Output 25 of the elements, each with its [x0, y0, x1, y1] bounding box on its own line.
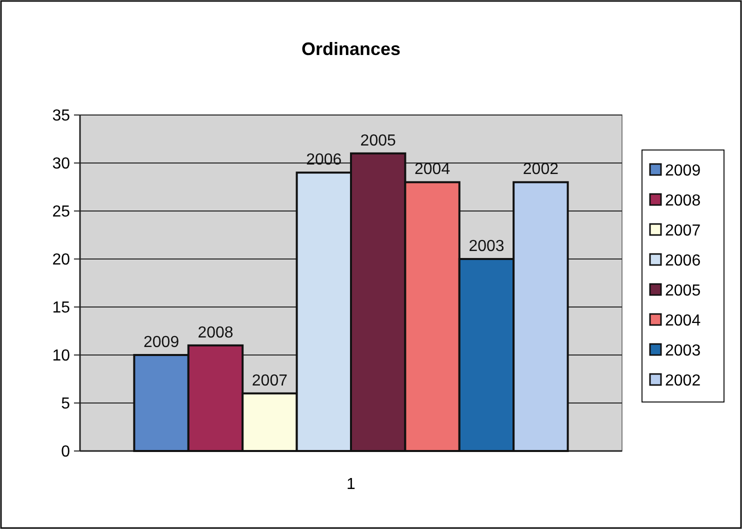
y-tick-label: 25 — [52, 204, 70, 221]
text: 2007 — [252, 372, 288, 390]
legend-label: 2007 — [665, 222, 701, 240]
text: 2002 — [522, 161, 558, 178]
y-tick-label: 20 — [52, 252, 70, 269]
legend-label: 2005 — [665, 282, 701, 300]
y-tick-label: 10 — [52, 348, 70, 365]
legend-label: 2004 — [665, 312, 701, 330]
text: 2003 — [468, 238, 504, 255]
text: 2008 — [198, 324, 234, 342]
legend-label: 2008 — [665, 192, 701, 210]
legend-label: 2002 — [665, 372, 701, 390]
y-tick-label: 35 — [52, 108, 70, 125]
text: 2009 — [144, 334, 180, 351]
y-tick-label: 30 — [52, 156, 70, 173]
text: 2004 — [414, 161, 450, 178]
legend-label: 2009 — [665, 162, 701, 180]
legend-label: 2006 — [665, 252, 701, 270]
chart-title: Ordinances — [301, 39, 401, 59]
y-tick-label: 15 — [52, 300, 70, 317]
text: 2005 — [360, 132, 396, 150]
y-tick-label: 5 — [61, 396, 70, 413]
legend-label: 2003 — [665, 342, 701, 360]
x-tick-label: 1 — [346, 476, 356, 493]
y-tick-label: 0 — [61, 444, 70, 461]
